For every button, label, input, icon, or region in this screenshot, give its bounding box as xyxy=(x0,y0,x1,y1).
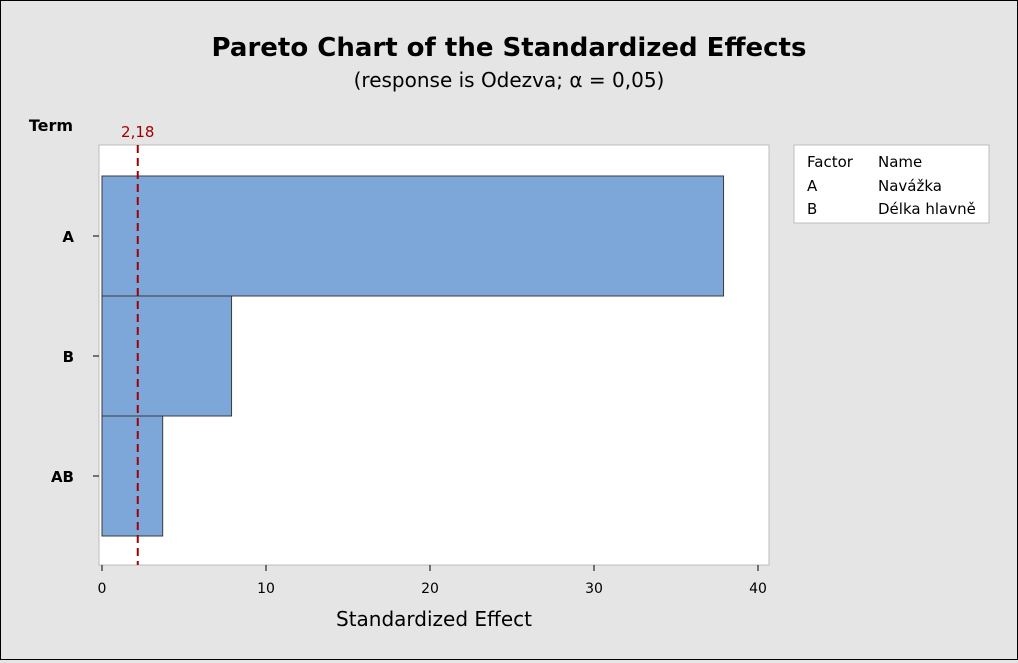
legend-box xyxy=(793,144,990,224)
y-tick-label-a: A xyxy=(62,228,74,246)
x-tick-label: 10 xyxy=(257,581,275,597)
x-tick-label: 20 xyxy=(421,581,439,597)
bar-a xyxy=(101,175,725,297)
x-tick-label: 0 xyxy=(98,581,107,597)
x-tick-label: 40 xyxy=(749,581,767,597)
legend-name-a: Navážka xyxy=(878,177,942,195)
x-tick-label: 30 xyxy=(585,581,603,597)
chart-title: Pareto Chart of the Standardized Effects xyxy=(212,33,807,63)
legend-factor-b: B xyxy=(807,200,817,218)
chart-subtitle: (response is Odezva; α = 0,05) xyxy=(354,68,665,92)
legend-header-name: Name xyxy=(878,153,922,171)
reference-line-label: 2,18 xyxy=(121,123,154,141)
bars-group xyxy=(101,175,725,537)
bar-ab xyxy=(101,415,164,537)
legend-factor-a: A xyxy=(807,177,818,195)
y-axis-title: Term xyxy=(29,116,73,135)
y-tick-label-b: B xyxy=(63,348,74,366)
legend-name-b: Délka hlavně xyxy=(878,200,976,218)
y-tick-label-ab: AB xyxy=(51,468,74,486)
x-axis-title: Standardized Effect xyxy=(336,607,532,631)
bar-b xyxy=(101,295,233,417)
x-axis: 0 10 20 30 40 xyxy=(98,565,767,597)
legend: Factor Name A Navážka B Délka hlavně xyxy=(793,144,990,224)
reference-line-group: 2,18 xyxy=(121,123,154,565)
legend-header-factor: Factor xyxy=(807,153,854,171)
